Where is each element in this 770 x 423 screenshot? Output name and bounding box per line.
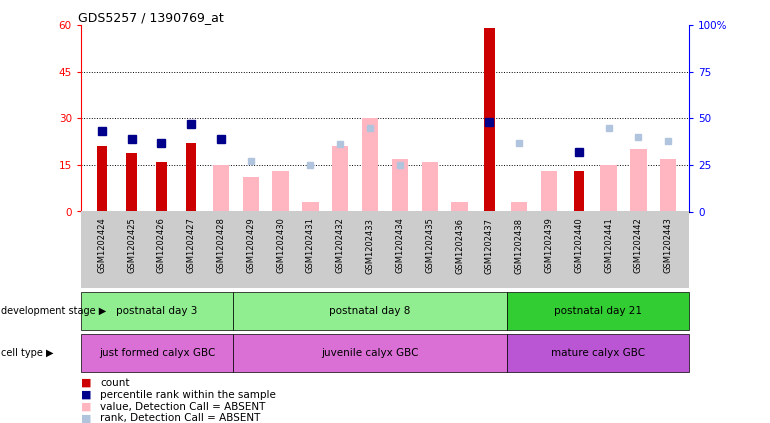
Text: GSM1202429: GSM1202429 [246,217,256,273]
Text: GSM1202432: GSM1202432 [336,217,345,273]
Bar [451,202,467,212]
Text: postnatal day 8: postnatal day 8 [329,306,410,316]
Text: juvenile calyx GBC: juvenile calyx GBC [321,348,419,358]
Text: postnatal day 21: postnatal day 21 [554,306,642,316]
Bar [303,202,319,212]
Bar [601,165,617,212]
Text: GSM1202425: GSM1202425 [127,217,136,273]
Bar [126,153,137,212]
Text: postnatal day 3: postnatal day 3 [116,306,198,316]
Text: GDS5257 / 1390769_at: GDS5257 / 1390769_at [78,11,223,24]
Text: ■: ■ [81,413,92,423]
Text: GSM1202433: GSM1202433 [366,217,374,274]
Text: GSM1202434: GSM1202434 [396,217,404,273]
Text: just formed calyx GBC: just formed calyx GBC [99,348,215,358]
Bar [541,171,557,212]
Text: cell type ▶: cell type ▶ [1,348,53,358]
Text: GSM1202438: GSM1202438 [514,217,524,274]
Bar [631,149,647,212]
Text: GSM1202442: GSM1202442 [634,217,643,273]
Bar [186,143,196,212]
Text: GSM1202424: GSM1202424 [97,217,106,273]
Bar [233,292,507,330]
Bar [507,292,689,330]
Text: percentile rank within the sample: percentile rank within the sample [100,390,276,400]
Text: GSM1202436: GSM1202436 [455,217,464,274]
Text: GSM1202441: GSM1202441 [604,217,613,273]
Text: GSM1202440: GSM1202440 [574,217,584,273]
Text: mature calyx GBC: mature calyx GBC [551,348,645,358]
Bar [81,334,233,372]
Bar [574,171,584,212]
Text: development stage ▶: development stage ▶ [1,306,106,316]
Bar [81,292,233,330]
Text: ■: ■ [81,401,92,412]
Text: GSM1202430: GSM1202430 [276,217,285,273]
Bar [243,177,259,212]
Text: GSM1202431: GSM1202431 [306,217,315,273]
Bar [511,202,527,212]
Bar [156,162,166,212]
Text: GSM1202427: GSM1202427 [186,217,196,273]
Bar [362,118,378,212]
Text: ■: ■ [81,390,92,400]
Text: GSM1202426: GSM1202426 [157,217,166,273]
Text: GSM1202428: GSM1202428 [216,217,226,273]
Bar [392,159,408,212]
Text: rank, Detection Call = ABSENT: rank, Detection Call = ABSENT [100,413,260,423]
Bar [660,159,677,212]
Text: ■: ■ [81,378,92,388]
Bar [96,146,107,212]
Bar [507,334,689,372]
Bar [484,28,494,212]
Text: GSM1202439: GSM1202439 [544,217,554,273]
Text: GSM1202435: GSM1202435 [425,217,434,273]
Bar [213,165,229,212]
Text: GSM1202443: GSM1202443 [664,217,673,273]
Bar [273,171,289,212]
Bar [421,162,438,212]
Text: count: count [100,378,129,388]
Bar [233,334,507,372]
Text: GSM1202437: GSM1202437 [485,217,494,274]
Bar [332,146,349,212]
Text: value, Detection Call = ABSENT: value, Detection Call = ABSENT [100,401,266,412]
